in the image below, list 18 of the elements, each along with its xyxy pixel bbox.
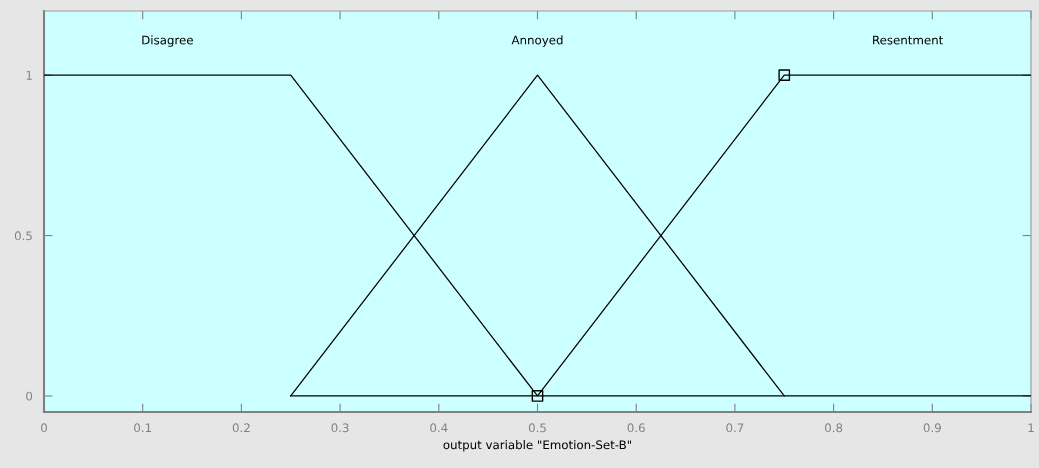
x-tick-label: 0.6 xyxy=(627,423,645,433)
x-tick-label: 0.7 xyxy=(726,423,744,433)
x-tick-label: 0.8 xyxy=(824,423,843,433)
x-tick-label: 1 xyxy=(1028,423,1034,433)
x-tick-label: 0.2 xyxy=(232,423,250,433)
x-axis-title: output variable "Emotion-Set-B" xyxy=(443,440,632,452)
text: Disagree xyxy=(142,35,193,47)
x-tick-label: 0.3 xyxy=(331,423,349,433)
x-tick-label: 0 xyxy=(41,423,47,433)
x-tick-label: 0.9 xyxy=(923,423,941,433)
y-tick-label: 1 xyxy=(26,71,32,80)
x-tick-label: 0.5 xyxy=(528,423,546,433)
x-tick-label: 0.4 xyxy=(430,423,448,433)
x-tick-label: 0.1 xyxy=(134,423,151,433)
y-tick-label: 0 xyxy=(26,391,33,401)
text: Annoyed xyxy=(511,35,563,47)
y-tick-label: 0.5 xyxy=(14,231,32,241)
text: Resentment xyxy=(873,35,944,45)
